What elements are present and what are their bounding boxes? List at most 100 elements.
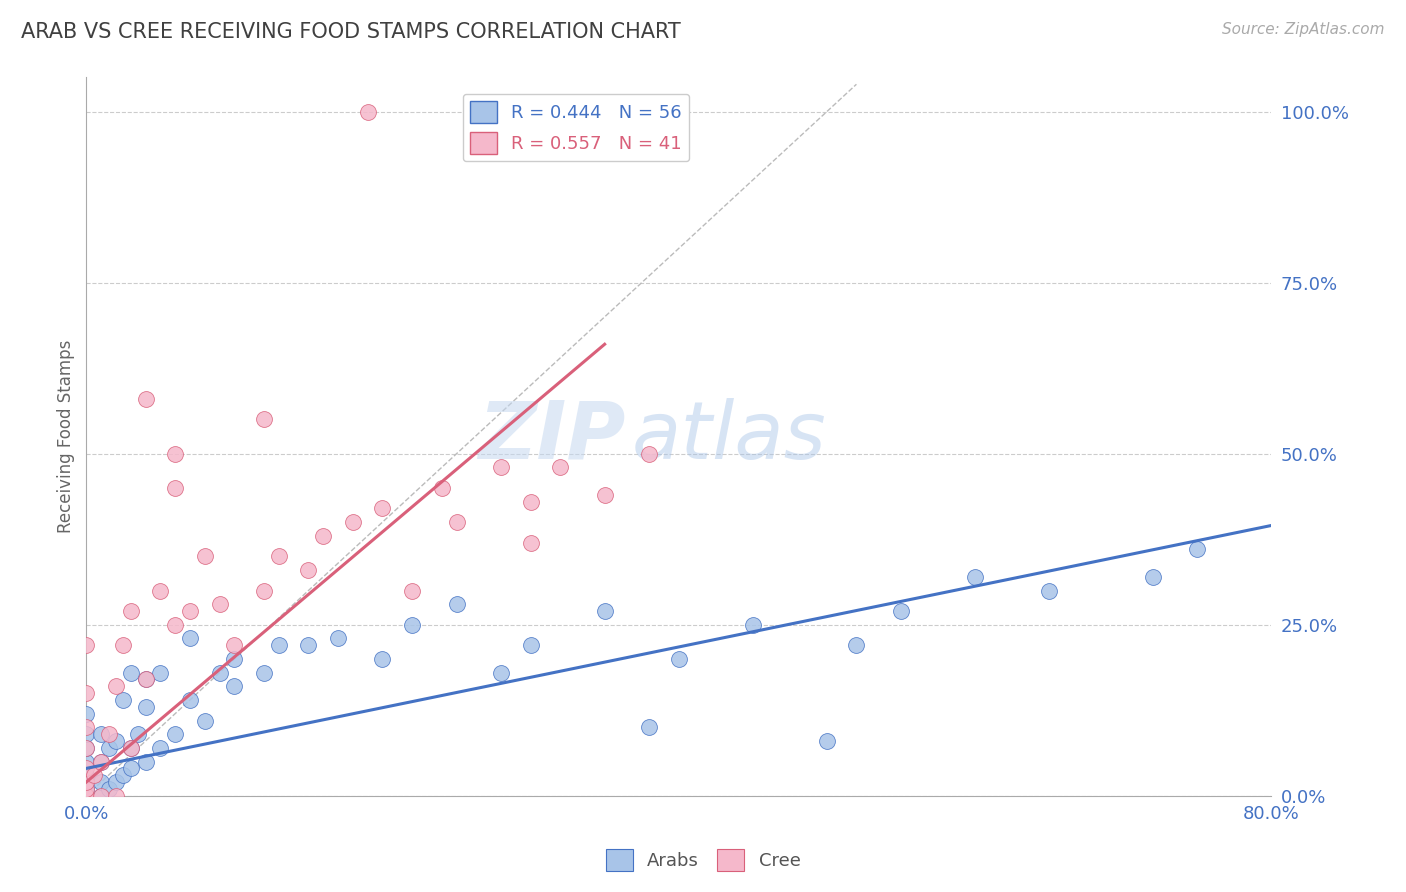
Point <box>112 638 135 652</box>
Point <box>194 549 217 564</box>
Point <box>165 481 187 495</box>
Point <box>97 781 120 796</box>
Point <box>75 727 97 741</box>
Point <box>519 494 541 508</box>
Point <box>593 488 616 502</box>
Point <box>741 617 763 632</box>
Point <box>179 693 201 707</box>
Point <box>297 563 319 577</box>
Point <box>90 775 112 789</box>
Point <box>371 501 394 516</box>
Point <box>446 515 468 529</box>
Point <box>104 679 127 693</box>
Point <box>75 740 97 755</box>
Y-axis label: Receiving Food Stamps: Receiving Food Stamps <box>58 340 75 533</box>
Point <box>668 652 690 666</box>
Point <box>75 755 97 769</box>
Point <box>357 104 380 119</box>
Point <box>519 535 541 549</box>
Point <box>401 617 423 632</box>
Legend: Arabs, Cree: Arabs, Cree <box>599 842 807 879</box>
Point <box>97 740 120 755</box>
Point <box>890 604 912 618</box>
Point <box>224 652 246 666</box>
Point <box>165 617 187 632</box>
Point <box>75 789 97 803</box>
Point <box>224 679 246 693</box>
Point <box>430 481 453 495</box>
Point <box>112 693 135 707</box>
Point <box>135 755 157 769</box>
Text: atlas: atlas <box>631 398 827 475</box>
Point <box>638 447 661 461</box>
Point <box>75 706 97 721</box>
Point <box>75 789 97 803</box>
Point <box>104 789 127 803</box>
Point <box>489 665 512 680</box>
Point <box>75 638 97 652</box>
Text: Source: ZipAtlas.com: Source: ZipAtlas.com <box>1222 22 1385 37</box>
Point <box>90 755 112 769</box>
Point <box>593 604 616 618</box>
Point <box>90 727 112 741</box>
Point <box>267 638 290 652</box>
Point <box>548 460 571 475</box>
Point <box>127 727 149 741</box>
Point <box>165 727 187 741</box>
Point <box>75 761 97 775</box>
Point <box>224 638 246 652</box>
Point <box>179 632 201 646</box>
Point <box>401 583 423 598</box>
Point <box>638 720 661 734</box>
Point <box>253 665 276 680</box>
Point <box>75 775 97 789</box>
Point <box>120 665 142 680</box>
Point <box>75 720 97 734</box>
Point <box>253 412 276 426</box>
Point <box>845 638 868 652</box>
Point <box>104 734 127 748</box>
Point <box>297 638 319 652</box>
Point <box>815 734 838 748</box>
Point <box>120 761 142 775</box>
Point <box>135 392 157 406</box>
Point <box>135 673 157 687</box>
Point <box>963 570 986 584</box>
Point <box>75 789 97 803</box>
Point <box>179 604 201 618</box>
Point <box>267 549 290 564</box>
Point <box>1185 542 1208 557</box>
Point <box>371 652 394 666</box>
Text: ARAB VS CREE RECEIVING FOOD STAMPS CORRELATION CHART: ARAB VS CREE RECEIVING FOOD STAMPS CORRE… <box>21 22 681 42</box>
Point <box>149 583 172 598</box>
Text: ZIP: ZIP <box>478 398 626 475</box>
Point <box>149 740 172 755</box>
Point <box>90 755 112 769</box>
Point <box>83 768 105 782</box>
Point <box>104 775 127 789</box>
Point <box>120 604 142 618</box>
Point <box>75 686 97 700</box>
Point <box>135 673 157 687</box>
Point <box>97 727 120 741</box>
Point <box>75 789 97 803</box>
Point <box>1142 570 1164 584</box>
Point <box>75 740 97 755</box>
Point <box>149 665 172 680</box>
Point <box>90 789 112 803</box>
Point <box>1038 583 1060 598</box>
Point <box>194 714 217 728</box>
Legend: R = 0.444   N = 56, R = 0.557   N = 41: R = 0.444 N = 56, R = 0.557 N = 41 <box>463 94 689 161</box>
Point <box>120 740 142 755</box>
Point <box>75 789 97 803</box>
Point <box>326 632 349 646</box>
Point <box>75 789 97 803</box>
Point <box>90 789 112 803</box>
Point <box>75 768 97 782</box>
Point <box>208 597 231 611</box>
Point <box>489 460 512 475</box>
Point <box>75 781 97 796</box>
Point <box>135 699 157 714</box>
Point <box>342 515 364 529</box>
Point <box>312 529 335 543</box>
